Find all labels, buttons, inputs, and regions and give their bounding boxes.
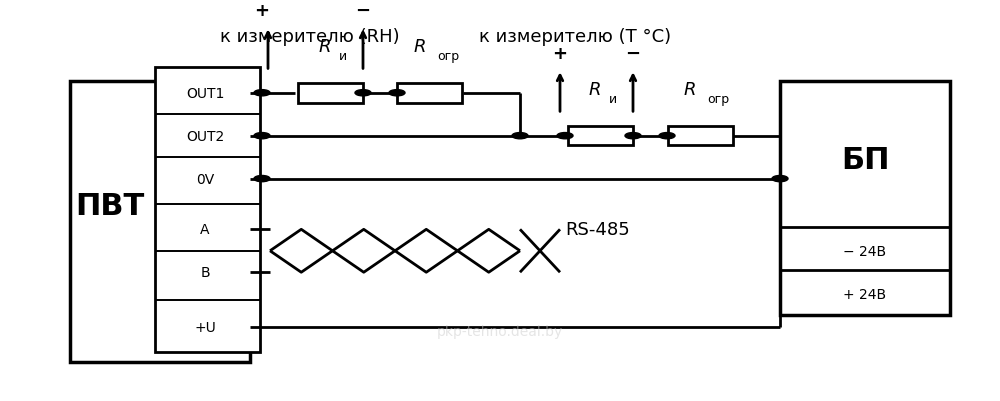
Bar [298, 84, 362, 103]
Circle shape [557, 133, 573, 140]
Text: pkp-tehno.deal.by: pkp-tehno.deal.by [437, 324, 563, 338]
Bar [668, 127, 732, 146]
Text: к измерителю (T °C): к измерителю (T °C) [479, 28, 671, 46]
Text: + 24В: + 24В [843, 287, 887, 301]
Text: RS-485: RS-485 [565, 221, 630, 239]
Bar [397, 84, 462, 103]
Circle shape [512, 133, 528, 140]
Text: огр: огр [437, 50, 459, 63]
Text: ПВТ: ПВТ [75, 192, 145, 221]
Text: − 24В: − 24В [843, 244, 887, 258]
Text: +: + [254, 2, 270, 20]
Text: к измерителю (RH): к измерителю (RH) [220, 28, 400, 46]
Circle shape [254, 90, 270, 97]
Text: OUT1: OUT1 [186, 87, 224, 101]
Text: БП: БП [841, 145, 889, 174]
Text: R: R [589, 81, 601, 99]
FancyBboxPatch shape [780, 82, 950, 315]
Text: B: B [200, 265, 210, 279]
Text: A: A [200, 223, 210, 237]
Circle shape [659, 133, 675, 140]
Circle shape [772, 176, 788, 182]
Text: +: + [552, 45, 567, 63]
Text: 0V: 0V [196, 172, 214, 186]
Text: −: − [625, 45, 641, 63]
Text: OUT2: OUT2 [186, 130, 224, 143]
Bar [568, 127, 633, 146]
Circle shape [355, 90, 371, 97]
FancyBboxPatch shape [155, 68, 260, 352]
Circle shape [254, 133, 270, 140]
Circle shape [254, 176, 270, 182]
Text: −: − [355, 2, 371, 20]
Text: и: и [339, 50, 347, 63]
Circle shape [389, 90, 405, 97]
Text: R: R [414, 38, 426, 56]
Text: +U: +U [194, 320, 216, 334]
Circle shape [625, 133, 641, 140]
Text: и: и [609, 93, 617, 106]
Text: огр: огр [707, 93, 729, 106]
FancyBboxPatch shape [70, 82, 250, 362]
Text: R: R [684, 81, 696, 99]
Text: R: R [319, 38, 331, 56]
